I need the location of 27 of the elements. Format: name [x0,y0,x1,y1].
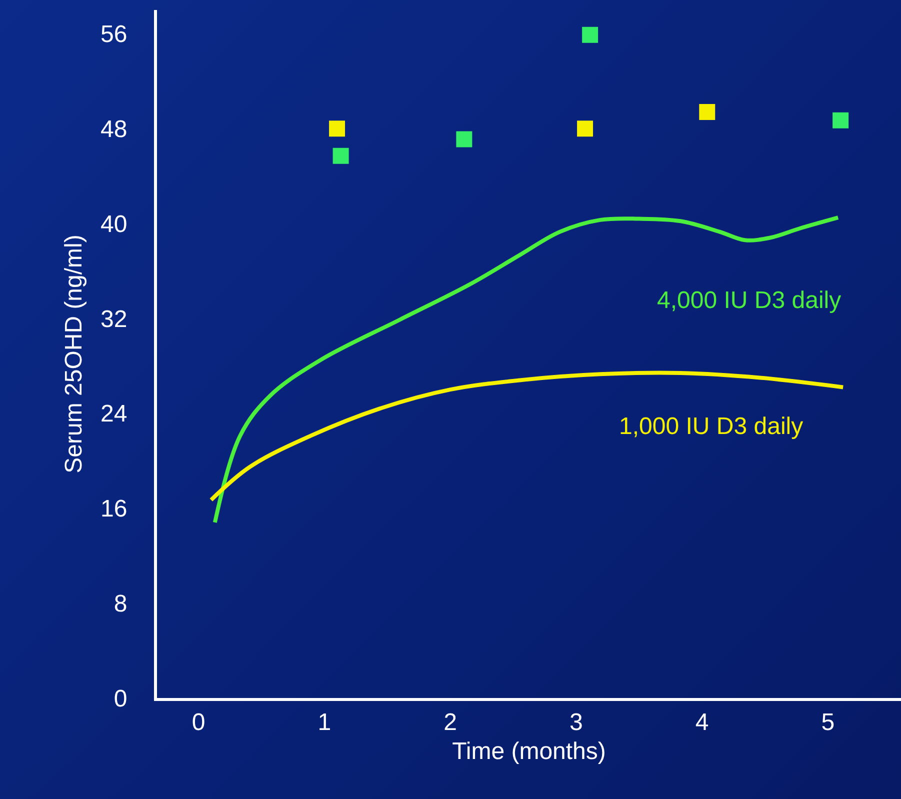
y-tick-label: 24 [100,400,128,428]
y-tick-label: 48 [100,116,128,144]
text: 4,000 IU D3 daily [657,287,842,314]
x-tick-label: 5 [821,708,835,736]
x-tick-label: 3 [570,708,583,736]
y-tick-label: 40 [100,210,128,238]
point [329,120,346,137]
point [699,104,716,120]
x-tick-label: 0 [192,708,206,736]
x-axis-title: Time (months) [452,738,606,766]
point [332,148,349,164]
y-tick-label: 8 [114,590,128,618]
y-tick-label: 32 [100,306,128,333]
x-tick-label: 1 [318,708,332,736]
y-axis-title: Serum 25OHD (ng/ml) [60,234,88,474]
line-series [209,370,846,502]
point [577,120,594,137]
line-series [212,216,840,524]
point [832,112,849,128]
series-label: 1,000 IU D3 daily [619,413,804,440]
x-tick-label: 2 [444,708,457,736]
point [582,26,598,43]
y-tick-label: 0 [114,685,128,712]
point [456,131,472,148]
y-tick-label: 16 [100,496,128,523]
y-tick-label: 56 [100,21,128,48]
x-tick-label: 4 [695,708,709,736]
